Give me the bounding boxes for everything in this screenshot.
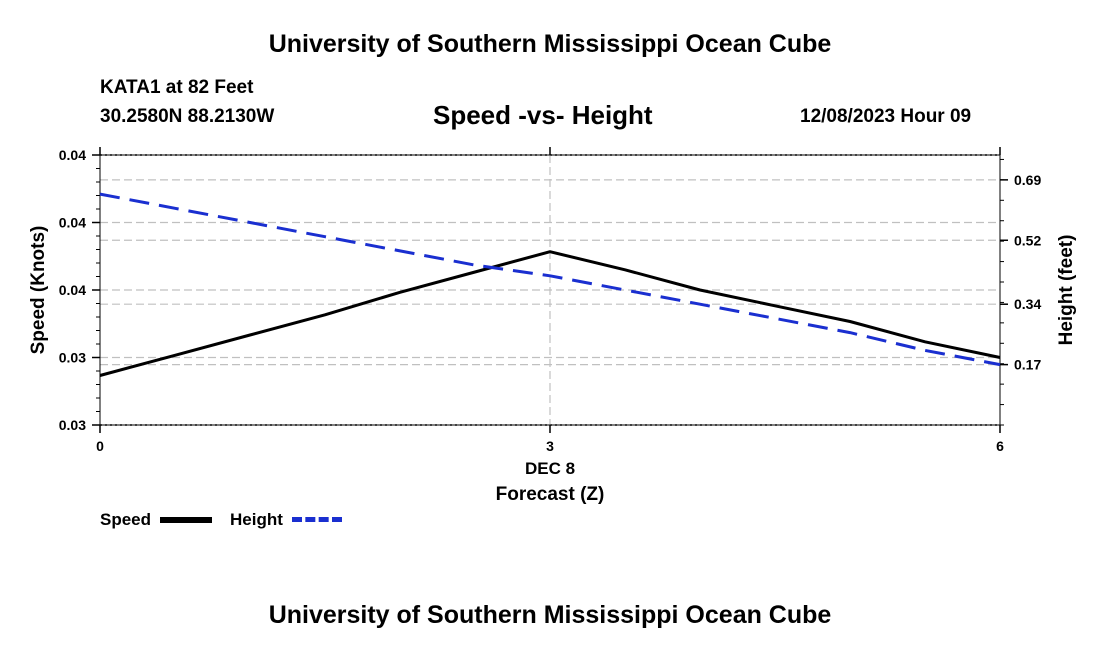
x-axis-date-label: DEC 8	[525, 459, 575, 478]
legend-speed-swatch	[160, 517, 212, 523]
page-title: University of Southern Mississippi Ocean…	[268, 30, 832, 58]
tick-label-left-4: 0.04	[59, 147, 86, 163]
tick-label-right-2: 0.52	[1014, 232, 1041, 248]
tick-label-x-2: 6	[996, 438, 1004, 454]
tick-label-left-2: 0.04	[59, 282, 86, 298]
grid-layer	[100, 154, 1000, 426]
station-name: KATA1 at 82 Feet	[100, 77, 254, 98]
tick-label-right-3: 0.69	[1014, 172, 1041, 188]
tick-label-right-1: 0.34	[1014, 296, 1041, 312]
legend-speed-label: Speed	[100, 510, 152, 529]
series-line-height	[99, 192, 1001, 367]
series-layer	[99, 192, 1001, 377]
y-axis-right-label: Height (feet)	[1056, 235, 1077, 346]
tick-label-left-1: 0.03	[59, 350, 86, 366]
ticks-layer: 0.17 0.34 0.52 0.69 0.03 0.03 0.04 0.04 0.04 0 3 6	[59, 147, 1041, 454]
legend-height-swatch	[292, 517, 342, 522]
footer-title: University of Southern Mississippi Ocean…	[268, 601, 832, 629]
forecast-datetime: 12/08/2023 Hour 09	[800, 106, 972, 127]
x-axis-label: Forecast (Z)	[496, 484, 605, 505]
tick-label-left-0: 0.03	[59, 417, 86, 433]
tick-label-left-3: 0.04	[59, 215, 86, 231]
y-axis-left-label: Speed (Knots)	[28, 226, 49, 355]
series-line-speed	[99, 250, 1001, 377]
tick-label-x-1: 3	[546, 438, 554, 454]
station-coordinates: 30.2580N 88.2130W	[100, 106, 275, 127]
legend-height-label: Height	[230, 510, 283, 529]
tick-label-right-0: 0.17	[1014, 357, 1041, 373]
tick-label-x-0: 0	[96, 438, 104, 454]
chart-subtitle: Speed -vs- Height	[433, 100, 653, 130]
